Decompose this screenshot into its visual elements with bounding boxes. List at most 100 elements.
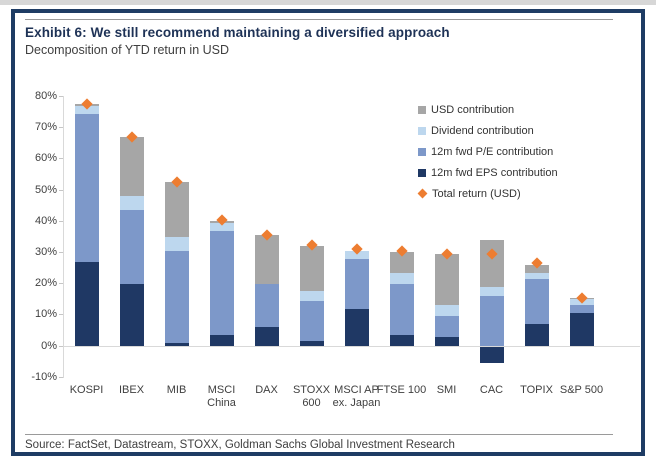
bar-segment-eps [209, 335, 234, 346]
bar-segment-pe [209, 230, 234, 336]
y-axis-line [63, 96, 64, 378]
legend: USD contribution Dividend contribution 12m… [417, 99, 558, 204]
legend-item: Dividend contribution [418, 120, 558, 141]
bar-segment-usd [389, 252, 414, 273]
y-tick-mark [59, 189, 63, 191]
page-top-edge [0, 0, 656, 5]
y-tick-mark [59, 220, 63, 222]
legend-square-icon [418, 147, 426, 156]
bar-segment-dividend [389, 272, 414, 284]
bar-column: STOXX 600 [289, 96, 334, 409]
bar-segment-pe [164, 250, 189, 343]
chart-area: 80% 70% 60% 50% 40% 30% 20% 10% 0% -10% KOSPI IBEX… [15, 13, 641, 452]
bar-segment-usd [479, 239, 504, 287]
bar-group: KOSPI IBEX MIB MSCI China DAX STOXX 600 MSCI A… [64, 96, 604, 409]
x-axis-label: IBEX [118, 384, 145, 396]
bar-column: CAC [469, 96, 514, 396]
bar-segment-eps [119, 283, 144, 346]
x-axis-label: DAX [255, 384, 278, 396]
bar-column: SMI [424, 96, 469, 396]
exhibit-subtitle: Decomposition of YTD return in USD [25, 43, 230, 57]
y-tick-label: 30% [34, 246, 57, 258]
y-tick-mark [59, 345, 63, 347]
bar-segment-eps [434, 336, 459, 346]
bar-column: MSCI China [199, 96, 244, 409]
bar-column: MIB [154, 96, 199, 396]
y-tick-label: 10% [34, 308, 57, 321]
bar-segment-eps [164, 342, 189, 346]
exhibit-frame: Exhibit 6: We still recommend maintainin… [11, 9, 645, 456]
bar-segment-eps [74, 261, 99, 346]
legend-square-icon [418, 126, 426, 135]
legend-diamond-icon [417, 188, 428, 199]
y-tick-label: 40% [34, 214, 57, 227]
y-tick-label: -10% [31, 370, 57, 383]
bar-segment-usd [299, 246, 324, 292]
x-axis-line [64, 346, 640, 347]
bar-segment-dividend [299, 291, 324, 301]
x-axis-label: MSCI China [207, 384, 236, 409]
bar-segment-pe [569, 305, 594, 314]
bar-column: TOPIX [514, 96, 559, 396]
bar-segment-pe [344, 258, 369, 309]
x-axis-label: TOPIX [520, 384, 553, 396]
bar-segment-pe [299, 300, 324, 342]
y-tick-mark [59, 376, 63, 378]
bar-segment-dividend [164, 236, 189, 251]
bar-segment-usd [164, 182, 189, 237]
x-axis-label: SMI [436, 384, 457, 396]
x-axis-label: S&P 500 [559, 384, 604, 396]
bar-segment-pe [119, 210, 144, 284]
y-tick-label: 80% [34, 90, 57, 102]
y-tick-mark [59, 252, 63, 253]
bar-segment-usd [434, 253, 459, 306]
x-axis-label: MSCI AP ex. Japan [332, 384, 381, 409]
x-axis-label: MIB [166, 384, 187, 396]
header-rule [25, 19, 613, 20]
legend-label: USD contribution [431, 103, 515, 116]
legend-square-icon [418, 105, 426, 114]
bar-segment-usd [254, 235, 279, 284]
plot-area: KOSPI IBEX MIB MSCI China DAX STOXX 600 MSCI A… [64, 96, 640, 409]
bar-segment-pe [254, 283, 279, 328]
bar-column: IBEX [109, 96, 154, 396]
bar-segment-pe [74, 113, 99, 262]
y-tick-label: 20% [34, 277, 57, 290]
legend-item: 12m fwd P/E contribution [418, 141, 558, 162]
bar-segment-eps [344, 308, 369, 346]
bar-column: FTSE 100 [377, 96, 426, 396]
y-tick-mark [59, 127, 63, 129]
bar-segment-eps [389, 335, 414, 346]
bar-segment-pe [524, 278, 549, 325]
bar-segment-eps [299, 341, 324, 346]
y-tick-label: 0% [41, 339, 57, 352]
bar-segment-pe [389, 283, 414, 336]
bar-segment-dividend [209, 222, 234, 231]
y-tick-mark [59, 283, 63, 285]
exhibit-title: Exhibit 6: We still recommend maintainin… [25, 25, 450, 40]
bar-column: KOSPI [64, 96, 109, 396]
legend-label: Total return (USD) [432, 187, 521, 200]
bar-segment-eps [254, 327, 279, 346]
legend-item: USD contribution [418, 99, 558, 120]
source-text: Source: FactSet, Datastream, STOXX, Gold… [25, 439, 455, 451]
bar-segment-pe [434, 316, 459, 337]
legend-item: Total return (USD) [417, 183, 558, 204]
y-tick-label: 70% [34, 121, 57, 134]
y-tick-mark [59, 158, 63, 160]
legend-item: 12m fwd EPS contribution [418, 162, 558, 183]
y-tick-mark [59, 314, 63, 316]
bar-segment-eps [569, 313, 594, 346]
x-axis-label: KOSPI [69, 384, 104, 396]
bar-segment-pe [479, 296, 504, 346]
y-tick-mark [59, 96, 63, 97]
legend-label: 12m fwd EPS contribution [431, 166, 558, 179]
legend-square-icon [418, 168, 426, 177]
x-axis-label: CAC [479, 384, 504, 396]
y-tick-label: 50% [34, 183, 57, 196]
footer-rule [25, 434, 613, 435]
y-tick-label: 60% [34, 152, 57, 165]
bar-segment-eps [479, 347, 504, 363]
legend-label: Dividend contribution [431, 124, 534, 137]
